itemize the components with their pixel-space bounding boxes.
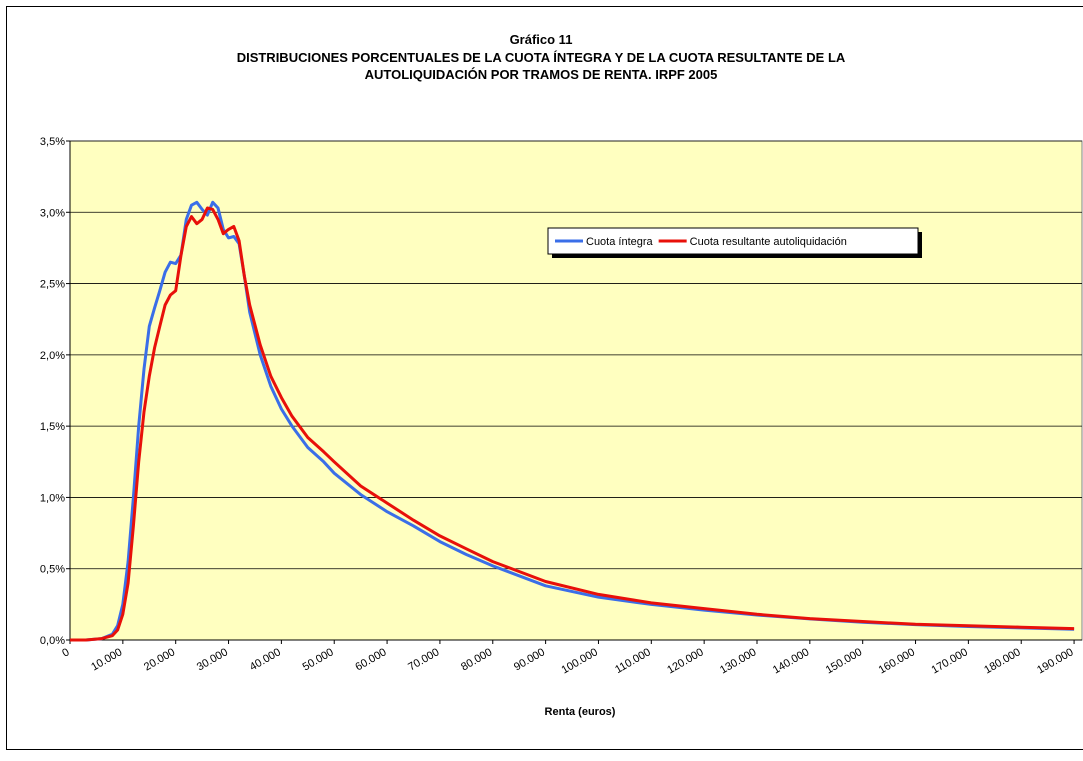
y-tick-label: 2,0% [40, 350, 65, 362]
legend-label: Cuota resultante autoliquidación [690, 236, 847, 248]
y-tick-label: 3,5% [40, 136, 65, 148]
y-tick-label: 1,5% [40, 421, 65, 433]
chart-subtitle: AUTOLIQUIDACIÓN POR TRAMOS DE RENTA. IRP… [365, 67, 718, 82]
y-tick-label: 0,5% [40, 564, 65, 576]
y-tick-label: 0,0% [40, 635, 65, 647]
chart-subtitle: DISTRIBUCIONES PORCENTUALES DE LA CUOTA … [237, 50, 846, 65]
y-tick-label: 2,5% [40, 279, 65, 291]
chart-title: Gráfico 11 [510, 32, 573, 47]
y-tick-label: 1,0% [40, 492, 65, 504]
plot-area [70, 141, 1082, 640]
x-axis-label: Renta (euros) [545, 706, 616, 718]
y-tick-label: 3,0% [40, 207, 65, 219]
legend-label: Cuota íntegra [586, 236, 654, 248]
